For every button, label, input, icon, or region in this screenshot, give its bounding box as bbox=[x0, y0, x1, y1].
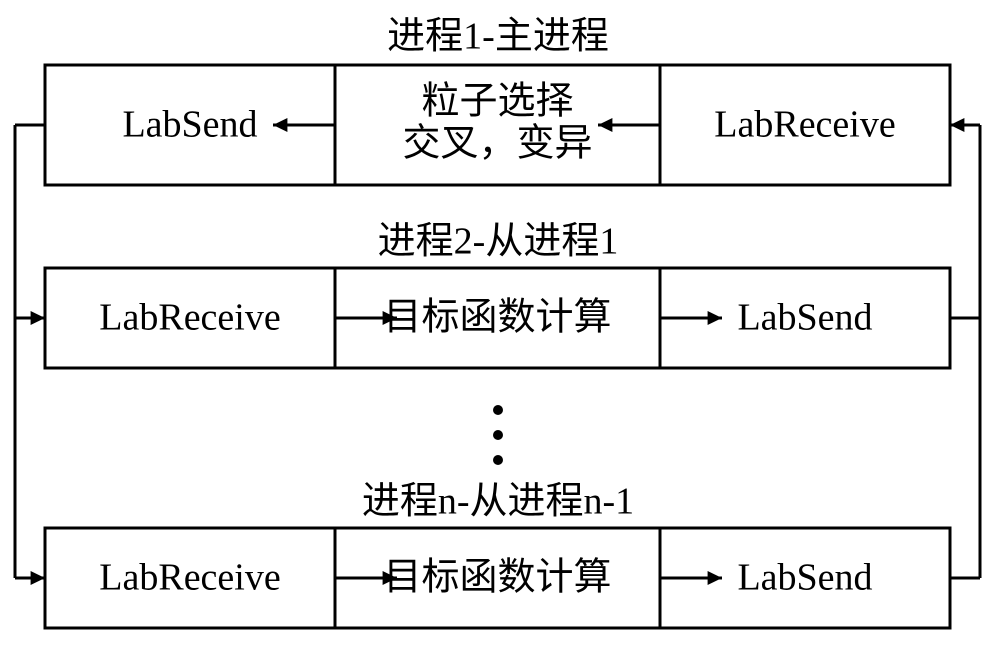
row2-labrecv: LabReceive bbox=[99, 297, 280, 339]
ellipsis-dot bbox=[493, 405, 503, 415]
row-title: 进程2-从进程1 bbox=[378, 221, 619, 263]
ellipsis-dot bbox=[493, 455, 503, 465]
row1-labsend: LabSend bbox=[122, 104, 257, 146]
row-title: 进程n-从进程n-1 bbox=[362, 481, 634, 523]
row3-func: 目标函数计算 bbox=[383, 557, 611, 599]
row2-labsend: LabSend bbox=[737, 297, 872, 339]
row-title: 进程1-主进程 bbox=[387, 16, 609, 58]
row1-ops-l2: 交叉，变异 bbox=[402, 123, 592, 165]
row3-labsend: LabSend bbox=[737, 557, 872, 599]
row1-labrecv: LabReceive bbox=[714, 104, 895, 146]
row1-ops-l1: 粒子选择 bbox=[421, 81, 573, 123]
row2-func: 目标函数计算 bbox=[383, 297, 611, 339]
row3-labrecv: LabReceive bbox=[99, 557, 280, 599]
ellipsis-dot bbox=[493, 430, 503, 440]
